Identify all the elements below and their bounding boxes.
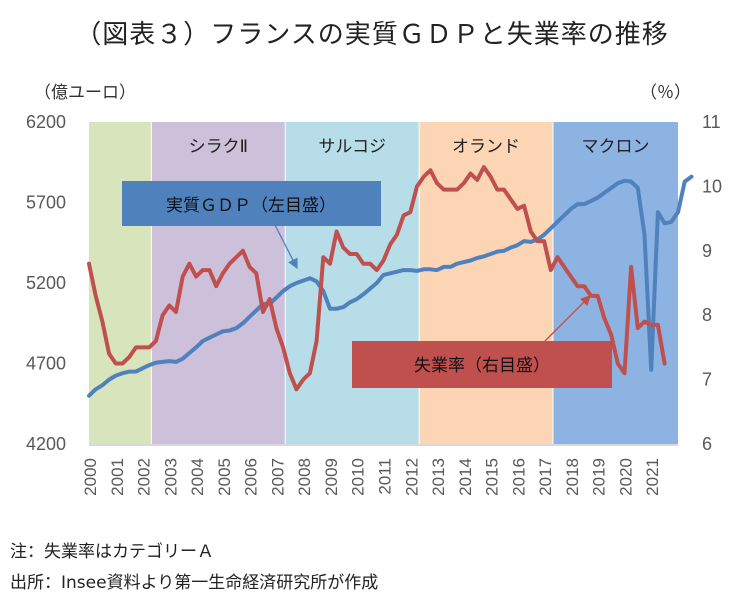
x-axis-tick-label: 2000 (81, 458, 100, 496)
right-axis-tick-label: 8 (702, 305, 712, 325)
left-axis-tick-label: 4700 (26, 354, 66, 374)
x-axis-tick-label: 2011 (376, 458, 395, 495)
unemployment-callout-label: 失業率（右目盛） (414, 356, 550, 376)
right-axis-tick-label: 9 (702, 241, 712, 261)
left-axis-tick-label: 5700 (26, 193, 66, 213)
gdp-callout-label: 実質ＧＤＰ（左目盛） (166, 196, 336, 216)
unemployment-line (87, 165, 667, 392)
right-axis-ticks: 6 7 8 9 10 11 (702, 112, 722, 454)
left-axis-ticks: 4200 4700 5200 5700 6200 (26, 112, 66, 454)
unemployment-callout-arrow (544, 295, 591, 342)
era-label: シラクⅡ (189, 137, 248, 157)
x-axis-tick-label: 2010 (349, 458, 368, 496)
gdp-callout-box (122, 181, 381, 226)
gdp-line (87, 174, 694, 398)
chart-title: （図表３）フランスの実質ＧＤＰと失業率の推移 (75, 20, 669, 50)
right-axis-tick-label: 6 (702, 434, 712, 454)
x-axis-ticks: 2000 2001 2002 2003 2004 2005 2006 2007 2008 2009… (81, 458, 662, 496)
source-text: 出所：Insee資料より第一生命経済研究所が作成 (10, 573, 379, 593)
x-axis-tick-label: 2015 (483, 458, 502, 496)
x-axis-tick-label: 2013 (429, 458, 448, 496)
era-label: マクロン (581, 137, 649, 157)
left-axis-tick-label: 5200 (26, 273, 66, 293)
x-axis-tick-label: 2001 (108, 458, 127, 496)
gdp-callout-arrow (274, 224, 298, 270)
x-axis-tick-label: 2007 (268, 458, 287, 496)
right-axis-unit: （％） (640, 83, 691, 103)
x-axis-tick-label: 2021 (643, 458, 662, 496)
era-band (419, 122, 553, 444)
x-axis-tick-label: 2005 (215, 458, 234, 496)
x-axis-tick-label: 2003 (161, 458, 180, 496)
era-bands: シラクⅡ サルコジ オランド マクロン (89, 122, 678, 444)
x-axis-tick-label: 2014 (456, 458, 475, 496)
era-band (285, 122, 420, 444)
x-axis-tick-label: 2004 (188, 458, 207, 496)
era-band (89, 122, 152, 444)
unemployment-callout-box (352, 341, 612, 388)
era-band (552, 122, 678, 444)
era-label: オランド (452, 137, 520, 157)
series-lines (87, 165, 694, 398)
x-axis-tick-label: 2016 (509, 458, 528, 496)
x-axis-tick-label: 2006 (242, 458, 261, 496)
x-axis-tick-label: 2019 (590, 458, 609, 496)
right-axis-tick-label: 11 (702, 112, 721, 132)
x-axis-tick-label: 2002 (135, 458, 154, 496)
left-axis-unit: （億ユーロ） (34, 83, 136, 103)
callouts: 実質ＧＤＰ（左目盛） 失業率（右目盛） (122, 181, 612, 388)
note-text: 注：失業率はカテゴリーＡ (10, 542, 214, 562)
x-axis-tick-label: 2018 (563, 458, 582, 496)
x-axis-tick-label: 2008 (295, 458, 314, 496)
x-axis-tick-label: 2020 (616, 458, 635, 496)
left-axis-tick-label: 4200 (26, 434, 66, 454)
left-axis-tick-label: 6200 (26, 112, 66, 132)
right-axis-tick-label: 7 (702, 370, 712, 390)
era-label: サルコジ (318, 137, 386, 157)
x-axis-tick-label: 2017 (536, 458, 555, 496)
x-axis-tick-label: 2012 (402, 458, 421, 496)
x-axis-tick-label: 2009 (322, 458, 341, 496)
footnotes: 注：失業率はカテゴリーＡ 出所：Insee資料より第一生命経済研究所が作成 (10, 537, 378, 599)
right-axis-tick-label: 10 (702, 176, 722, 196)
